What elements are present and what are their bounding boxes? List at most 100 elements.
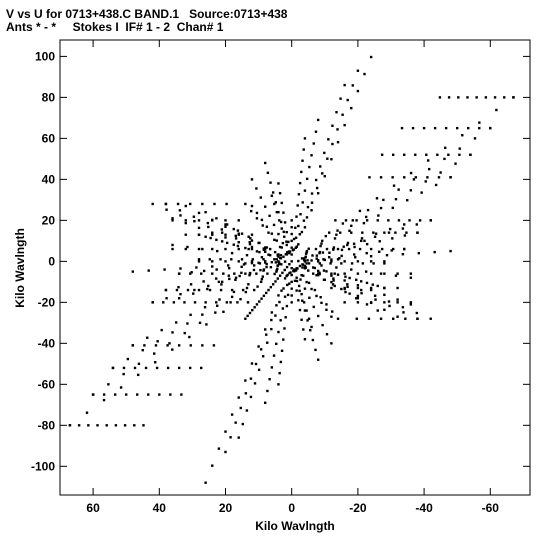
uv-point	[215, 268, 218, 271]
uv-point	[369, 260, 373, 263]
uv-point	[415, 223, 419, 226]
uv-point	[260, 256, 264, 259]
uv-point	[401, 306, 405, 309]
uv-point	[336, 140, 340, 144]
uv-point	[249, 395, 253, 399]
uv-point	[383, 260, 386, 263]
uv-point	[186, 245, 189, 249]
uv-point	[312, 272, 315, 275]
uv-point	[367, 317, 371, 320]
uv-point	[211, 233, 214, 236]
uv-point	[265, 265, 268, 269]
uv-point	[303, 309, 307, 312]
uv-point	[285, 243, 288, 247]
uv-point	[277, 253, 280, 256]
uv-point	[184, 221, 187, 225]
uv-point	[351, 219, 354, 222]
y-tick-label: -40	[38, 336, 56, 350]
uv-point	[156, 340, 159, 343]
uv-point	[363, 72, 366, 76]
uv-point	[365, 251, 368, 255]
uv-point	[414, 153, 417, 156]
uv-point	[277, 182, 280, 185]
uv-point	[217, 447, 221, 450]
uv-point	[283, 327, 286, 330]
uv-point	[177, 344, 181, 347]
uv-point	[211, 265, 214, 268]
uv-point	[365, 281, 369, 285]
uv-point	[171, 348, 174, 351]
uv-point	[341, 113, 344, 116]
uv-point	[512, 96, 515, 99]
uv-point	[178, 209, 182, 212]
uv-point	[143, 344, 146, 347]
uv-point	[211, 272, 214, 275]
uv-point	[177, 285, 180, 289]
uv-point	[319, 244, 322, 248]
uv-point	[429, 219, 432, 222]
uv-point	[265, 291, 268, 295]
uv-point	[290, 294, 293, 297]
uv-point	[257, 345, 260, 348]
uv-point	[371, 283, 374, 286]
uv-point	[444, 146, 447, 150]
uv-point	[360, 237, 364, 240]
uv-point	[274, 280, 277, 283]
uv-point	[207, 284, 210, 288]
uv-point	[310, 201, 314, 204]
uv-point	[323, 175, 326, 178]
uv-point	[204, 210, 207, 214]
uv-point	[211, 464, 214, 467]
uv-point	[346, 283, 349, 286]
uv-point	[321, 323, 324, 327]
uv-point	[306, 259, 309, 262]
uv-point	[286, 273, 289, 277]
uv-point	[331, 310, 334, 313]
uv-point	[290, 260, 293, 263]
uv-point	[269, 285, 273, 289]
uv-point	[356, 301, 360, 304]
uv-point	[355, 219, 358, 222]
uv-point	[378, 250, 381, 253]
uv-point	[310, 287, 313, 291]
uv-point	[233, 272, 236, 275]
uv-point	[275, 270, 278, 273]
uv-point	[197, 233, 201, 236]
uv-point	[334, 219, 337, 222]
uv-point	[346, 241, 350, 245]
uv-point	[266, 272, 269, 275]
uv-point	[396, 272, 399, 275]
uv-point	[325, 303, 328, 306]
uv-point	[264, 161, 267, 165]
uv-point	[230, 258, 233, 261]
uv-point	[236, 244, 240, 248]
uv-point	[325, 333, 329, 336]
uv-point	[237, 260, 240, 263]
uv-point	[318, 262, 322, 265]
uv-point	[267, 231, 270, 234]
uv-point	[131, 270, 135, 273]
uv-point	[113, 393, 117, 396]
uv-point	[133, 424, 136, 427]
uv-point	[379, 206, 383, 210]
uv-point	[119, 386, 123, 389]
uv-point	[234, 234, 237, 238]
uv-point	[248, 242, 252, 246]
uv-point	[204, 301, 207, 304]
uv-point	[336, 317, 340, 320]
uv-point	[224, 450, 227, 454]
uv-point	[240, 265, 243, 269]
uv-point	[330, 286, 333, 290]
uv-point	[171, 217, 174, 220]
uv-point	[281, 271, 284, 275]
uv-point	[315, 273, 318, 277]
uv-point	[297, 243, 300, 246]
uv-point	[396, 315, 399, 318]
uv-point	[133, 366, 137, 370]
uv-point	[298, 233, 302, 236]
uv-point	[322, 258, 325, 261]
uv-point	[331, 142, 334, 146]
uv-point	[295, 279, 299, 283]
uv-point	[247, 235, 250, 238]
uv-point	[204, 235, 207, 238]
